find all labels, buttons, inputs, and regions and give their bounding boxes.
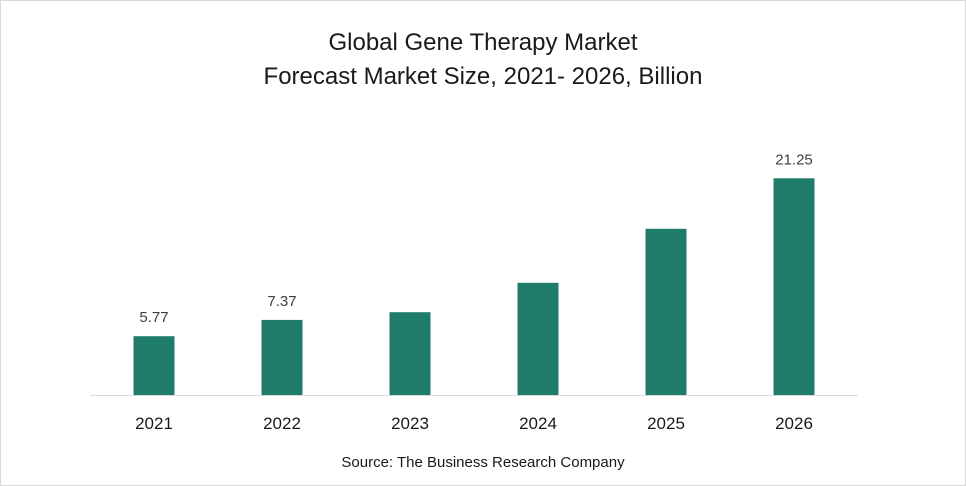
x-tick-label-2024: 2024 [519, 414, 557, 433]
chart-title: Global Gene Therapy Market [328, 29, 638, 56]
data-labels: 5.77 7.37 21.25 [139, 151, 812, 326]
x-tick-label-2022: 2022 [263, 414, 301, 433]
x-tick-labels: 2021 2022 2023 2024 2025 2026 [135, 414, 813, 433]
chart-subtitle: Forecast Market Size, 2021- 2026, Billio… [263, 63, 703, 90]
bar-2025 [645, 228, 687, 395]
data-label-2022: 7.37 [267, 293, 296, 310]
bar-2021 [133, 336, 175, 395]
data-label-2021: 5.77 [139, 309, 168, 326]
bars-group [133, 178, 815, 395]
bar-2023 [389, 312, 431, 395]
x-tick-label-2023: 2023 [391, 414, 429, 433]
bar-2026 [773, 178, 815, 395]
source-note: Source: The Business Research Company [341, 454, 625, 471]
x-tick-label-2025: 2025 [647, 414, 685, 433]
x-tick-label-2021: 2021 [135, 414, 173, 433]
bar-2022 [261, 319, 303, 395]
x-tick-label-2026: 2026 [775, 414, 813, 433]
bar-2024 [517, 282, 559, 395]
data-label-2026: 21.25 [775, 151, 813, 168]
